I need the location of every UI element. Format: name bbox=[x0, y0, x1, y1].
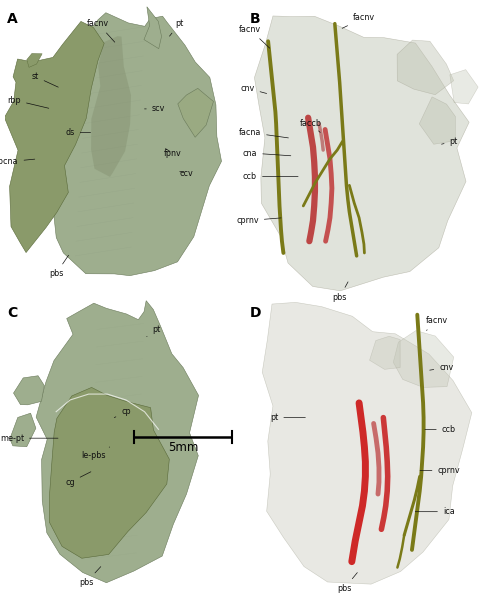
Text: 5mm: 5mm bbox=[168, 440, 198, 454]
Text: facnv: facnv bbox=[426, 316, 448, 331]
Polygon shape bbox=[450, 70, 478, 104]
Polygon shape bbox=[178, 88, 213, 137]
Text: cprnv: cprnv bbox=[420, 466, 460, 475]
Polygon shape bbox=[419, 97, 455, 144]
Text: ccb: ccb bbox=[243, 172, 298, 181]
Polygon shape bbox=[394, 331, 454, 388]
Text: faccb: faccb bbox=[299, 119, 322, 133]
Text: pbs: pbs bbox=[49, 255, 68, 278]
Polygon shape bbox=[50, 388, 169, 558]
Text: me-pt: me-pt bbox=[0, 434, 58, 443]
Text: C: C bbox=[7, 306, 17, 320]
Text: cp: cp bbox=[114, 407, 131, 418]
Text: facna: facna bbox=[239, 128, 289, 138]
Text: pbs: pbs bbox=[333, 282, 348, 302]
Text: pbs: pbs bbox=[337, 572, 357, 593]
Text: A: A bbox=[7, 12, 18, 26]
Polygon shape bbox=[370, 336, 400, 370]
Text: cg: cg bbox=[65, 472, 91, 487]
Text: rbp: rbp bbox=[7, 95, 49, 108]
Polygon shape bbox=[13, 376, 44, 405]
Text: facnv: facnv bbox=[239, 25, 270, 48]
Text: pt: pt bbox=[169, 19, 184, 36]
Polygon shape bbox=[52, 13, 221, 275]
Text: facnv: facnv bbox=[342, 13, 375, 28]
Text: st: st bbox=[32, 72, 58, 87]
Text: cnv: cnv bbox=[430, 363, 453, 372]
Polygon shape bbox=[397, 40, 454, 95]
Polygon shape bbox=[36, 301, 198, 583]
Text: fpcna: fpcna bbox=[0, 157, 35, 166]
Text: B: B bbox=[250, 12, 260, 26]
Text: cprnv: cprnv bbox=[236, 216, 281, 225]
Text: D: D bbox=[250, 306, 261, 320]
Text: ds: ds bbox=[65, 128, 91, 137]
Polygon shape bbox=[10, 413, 36, 447]
Text: cna: cna bbox=[243, 148, 291, 157]
Polygon shape bbox=[91, 36, 131, 177]
Text: pt: pt bbox=[147, 325, 160, 337]
Text: pt: pt bbox=[442, 137, 458, 146]
Text: facnv: facnv bbox=[87, 19, 115, 42]
Text: fpnv: fpnv bbox=[163, 148, 181, 157]
Text: pt: pt bbox=[270, 413, 305, 422]
Polygon shape bbox=[144, 7, 161, 49]
Polygon shape bbox=[27, 53, 42, 67]
Text: cnv: cnv bbox=[241, 84, 267, 94]
Polygon shape bbox=[262, 302, 472, 584]
Text: pbs: pbs bbox=[79, 566, 101, 587]
Text: ccb: ccb bbox=[425, 425, 456, 434]
Polygon shape bbox=[254, 16, 469, 291]
Text: scv: scv bbox=[145, 104, 165, 113]
Text: ccv: ccv bbox=[180, 169, 193, 178]
Polygon shape bbox=[4, 22, 104, 253]
Text: le-pbs: le-pbs bbox=[81, 447, 110, 460]
Text: ica: ica bbox=[415, 507, 455, 516]
